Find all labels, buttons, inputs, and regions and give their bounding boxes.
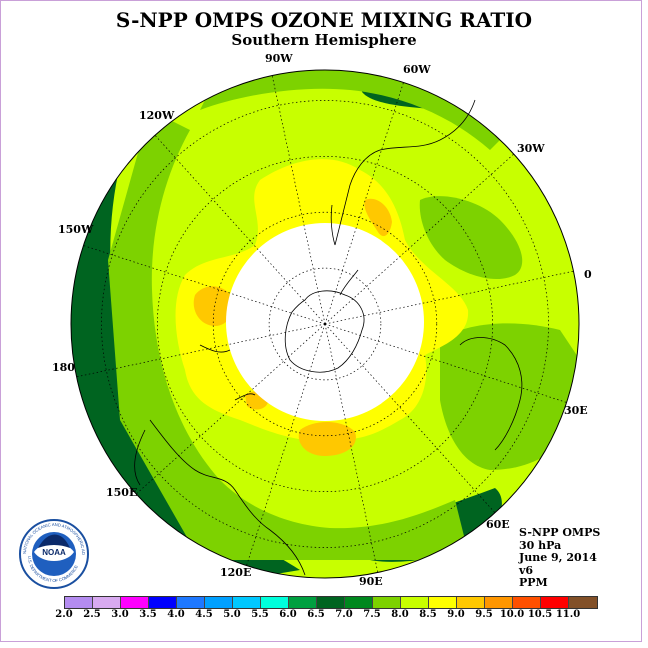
colorbar-tick-label: 11.0 bbox=[555, 609, 581, 620]
colorbar-swatch bbox=[233, 597, 261, 608]
latitude-circle bbox=[157, 156, 493, 492]
colorbar-swatch bbox=[569, 597, 597, 608]
colorbar-tick-label: 3.0 bbox=[111, 609, 129, 620]
lon-label-60e: 60E bbox=[486, 518, 510, 531]
coastlines bbox=[134, 99, 523, 576]
colorbar-tick-label: 9.0 bbox=[447, 609, 465, 620]
green-patch-east bbox=[440, 323, 579, 470]
new-zealand-coast bbox=[199, 344, 256, 401]
lon-label-120w: 120W bbox=[139, 109, 175, 122]
colorbar-swatch bbox=[513, 597, 541, 608]
colorbar-tick-label: 6.5 bbox=[307, 609, 325, 620]
orange-patch-north bbox=[364, 198, 392, 237]
lon-label-150e: 150E bbox=[106, 486, 137, 499]
south-america-coast bbox=[330, 99, 476, 246]
info-block: S-NPP OMPS 30 hPa June 9, 2014 v6 PPM bbox=[519, 526, 601, 590]
info-units: PPM bbox=[519, 576, 548, 590]
graticule bbox=[76, 75, 574, 573]
colorbar-swatch bbox=[373, 597, 401, 608]
colorbar-tick-label: 4.0 bbox=[167, 609, 185, 620]
info-pressure: 30 hPa bbox=[519, 538, 562, 552]
colorbar-swatch bbox=[485, 597, 513, 608]
map-subtitle: Southern Hemisphere bbox=[231, 31, 417, 49]
colorbar-tick-label: 10.0 bbox=[499, 609, 525, 620]
colorbar-tick-label: 7.0 bbox=[335, 609, 353, 620]
info-instrument: S-NPP OMPS bbox=[519, 526, 601, 539]
colorbar-swatch bbox=[289, 597, 317, 608]
green-band-west bbox=[108, 110, 470, 560]
colorbar-tick-label: 7.5 bbox=[363, 609, 381, 620]
map-boundary bbox=[70, 69, 580, 579]
colorbar-swatch bbox=[345, 597, 373, 608]
colorbar-swatch bbox=[541, 597, 569, 608]
logo-text: NOAA bbox=[42, 548, 66, 557]
colorbar-ticks: 2.0 2.5 3.0 3.5 4.0 4.5 5.0 5.5 6.0 6.5 7.0 7.5 8.0 8… bbox=[0, 609, 648, 625]
colorbar-swatch bbox=[93, 597, 121, 608]
latitude-circle bbox=[212, 211, 438, 437]
colorbar-tick-label: 8.5 bbox=[419, 609, 437, 620]
colorbar-swatch bbox=[149, 597, 177, 608]
colorbar-tick-label: 3.5 bbox=[139, 609, 157, 620]
colorbar-swatch bbox=[457, 597, 485, 608]
orange-patch-south bbox=[298, 421, 356, 456]
colorbar-swatch bbox=[401, 597, 429, 608]
info-date: June 9, 2014 bbox=[519, 551, 597, 565]
green-band-north bbox=[200, 70, 520, 150]
lon-label-120e: 120E bbox=[220, 566, 251, 579]
colorbar-swatch bbox=[177, 597, 205, 608]
orange-patch-west bbox=[193, 286, 234, 326]
lon-label-30w: 30W bbox=[517, 142, 545, 155]
colorbar-tick-label: 10.5 bbox=[527, 609, 553, 620]
lon-label-180: 180 bbox=[52, 361, 75, 374]
lon-label-60w: 60W bbox=[403, 63, 431, 76]
noaa-logo: NOAA NATIONAL OCEANIC AND ATMOSPHERIC AD… bbox=[16, 514, 90, 594]
colorbar-tick-label: 6.0 bbox=[279, 609, 297, 620]
colorbar-tick-label: 2.5 bbox=[83, 609, 101, 620]
colorbar bbox=[64, 596, 598, 609]
info-version: v6 bbox=[519, 563, 534, 577]
colorbar-tick-label: 2.0 bbox=[55, 609, 73, 620]
colorbar-swatch bbox=[121, 597, 149, 608]
lon-label-90e: 90E bbox=[359, 575, 383, 588]
colorbar-tick-label: 5.0 bbox=[223, 609, 241, 620]
lon-label-0: 0 bbox=[584, 268, 592, 281]
longitude-labels: 90W 60W 30W 0 30E 60E 90E 120E 150E 180 … bbox=[52, 52, 592, 588]
polar-no-data bbox=[226, 223, 424, 421]
colorbar-tick-label: 8.0 bbox=[391, 609, 409, 620]
colorbar-tick-label: 9.5 bbox=[475, 609, 493, 620]
colorbar-swatch bbox=[429, 597, 457, 608]
colorbar-tick-label: 5.5 bbox=[251, 609, 269, 620]
africa-coast bbox=[459, 337, 523, 451]
green-patch-northeast bbox=[419, 196, 523, 280]
latitude-circle bbox=[101, 100, 549, 548]
antarctica-coast bbox=[284, 269, 365, 373]
colorbar-swatch bbox=[65, 597, 93, 608]
colorbar-swatch bbox=[261, 597, 289, 608]
colorbar-swatch bbox=[317, 597, 345, 608]
lon-label-90w: 90W bbox=[265, 52, 293, 65]
australia-coast bbox=[134, 419, 306, 576]
map-title: S-NPP OMPS OZONE MIXING RATIO bbox=[115, 8, 533, 32]
lon-label-150w: 150W bbox=[58, 223, 94, 236]
latitude-circle bbox=[268, 267, 382, 381]
colorbar-swatch bbox=[205, 597, 233, 608]
colorbar-tick-label: 4.5 bbox=[195, 609, 213, 620]
lon-label-30e: 30E bbox=[564, 404, 588, 417]
